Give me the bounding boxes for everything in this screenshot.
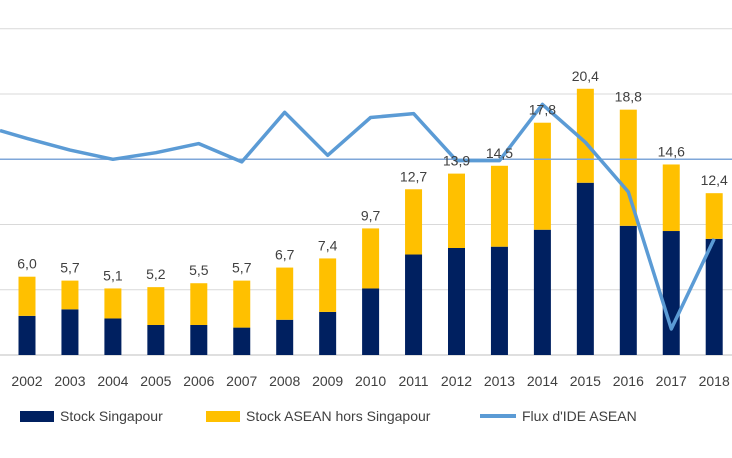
- flux-line-path: [0, 102, 716, 331]
- legend-label-stock-singapour: Stock Singapour: [60, 408, 163, 424]
- x-tick-label: 2005: [140, 373, 171, 389]
- bar-stock-asean: [18, 276, 36, 316]
- legend-swatch-stock-asean: [206, 410, 240, 422]
- bar-stock-singapour: [147, 324, 165, 355]
- bar-stock-asean: [448, 173, 465, 248]
- bar-stock-asean: [319, 258, 337, 312]
- data-label-total: 5,2: [146, 266, 166, 282]
- data-labels: 6,0 5,7 5,1 5,2 5,5 5,7 6,7 7,4 9,7 12,7 13,9 14,5 1…: [17, 68, 728, 284]
- data-label-total: 14,6: [658, 143, 685, 159]
- data-label-total: 13,9: [443, 153, 470, 169]
- bar-stock-singapour: [276, 319, 294, 355]
- bar-stock-asean: [233, 280, 251, 328]
- data-label-total: 18,8: [615, 89, 642, 105]
- bar-stock-singapour: [405, 254, 423, 355]
- legend-label-flux: Flux d'IDE ASEAN: [522, 408, 637, 424]
- data-label-total: 7,4: [318, 237, 338, 253]
- bar-stock-asean: [147, 287, 165, 325]
- data-label-total: 6,0: [17, 256, 37, 272]
- bar-stock-singapour: [619, 225, 637, 355]
- data-label-total: 17,8: [529, 102, 556, 118]
- data-label-total: 20,4: [572, 68, 599, 84]
- bar-stock-asean: [619, 109, 637, 226]
- bar-stock-singapour: [319, 311, 337, 355]
- x-axis-ticks: 2002 2003 2004 2005 2006 2007 2008 2009 2010 2011…: [11, 373, 730, 389]
- data-label-total: 12,7: [400, 168, 427, 184]
- bar-stock-asean: [61, 280, 79, 310]
- x-tick-label: 2003: [54, 373, 85, 389]
- x-tick-label: 2013: [484, 373, 515, 389]
- bar-stock-asean: [276, 267, 294, 320]
- bar-stock-singapour: [576, 182, 594, 355]
- x-tick-label: 2007: [226, 373, 257, 389]
- data-label-total: 9,7: [361, 207, 381, 223]
- bar-stock-asean: [104, 288, 122, 319]
- bar-stock-singapour: [533, 229, 551, 355]
- legend-item-stock-singapour: Stock Singapour: [20, 408, 163, 424]
- bar-stock-singapour: [448, 247, 465, 355]
- legend-label-stock-asean: Stock ASEAN hors Singapour: [246, 408, 431, 424]
- legend-item-flux: Flux d'IDE ASEAN: [480, 408, 637, 424]
- data-label-total: 5,7: [60, 260, 80, 276]
- data-label-total: 12,4: [701, 172, 728, 188]
- x-tick-label: 2006: [183, 373, 214, 389]
- bar-stock-asean: [405, 189, 423, 255]
- bar-stock-singapour: [61, 309, 79, 355]
- data-label-total: 5,7: [232, 260, 252, 276]
- data-label-total: 6,7: [275, 247, 295, 263]
- bar-stock-singapour: [362, 288, 380, 355]
- flux-line: [0, 102, 716, 331]
- bar-stock-singapour: [490, 246, 508, 355]
- x-tick-label: 2014: [527, 373, 558, 389]
- x-tick-label: 2008: [269, 373, 300, 389]
- data-label-total: 5,1: [103, 267, 123, 283]
- data-label-total: 5,5: [189, 262, 209, 278]
- bar-stock-asean: [362, 228, 380, 289]
- bar-stock-singapour: [190, 324, 208, 355]
- bar-stock-asean: [533, 122, 551, 230]
- bar-stock-asean: [190, 283, 208, 325]
- bar-stock-singapour: [18, 315, 36, 355]
- x-tick-label: 2011: [398, 373, 428, 389]
- bar-stock-asean: [490, 165, 508, 247]
- x-tick-label: 2010: [355, 373, 386, 389]
- x-tick-label: 2015: [570, 373, 601, 389]
- legend: Stock Singapour Stock ASEAN hors Singapo…: [0, 402, 732, 432]
- legend-item-stock-asean: Stock ASEAN hors Singapour: [206, 408, 430, 424]
- bars: [18, 88, 723, 355]
- x-tick-label: 2017: [656, 373, 687, 389]
- bar-stock-asean: [705, 193, 723, 239]
- bar-stock-singapour: [233, 327, 251, 355]
- bar-stock-singapour: [705, 238, 723, 355]
- data-label-total: 14,5: [486, 145, 513, 161]
- x-tick-label: 2012: [441, 373, 472, 389]
- bar-stock-asean: [662, 164, 680, 232]
- legend-swatch-flux: [480, 414, 516, 418]
- x-tick-label: 2002: [11, 373, 42, 389]
- bar-stock-singapour: [104, 318, 122, 355]
- x-tick-label: 2009: [312, 373, 343, 389]
- legend-swatch-stock-singapour: [20, 410, 54, 422]
- x-tick-label: 2018: [699, 373, 730, 389]
- x-tick-label: 2004: [97, 373, 128, 389]
- x-tick-label: 2016: [613, 373, 644, 389]
- bar-stock-singapour: [662, 231, 680, 355]
